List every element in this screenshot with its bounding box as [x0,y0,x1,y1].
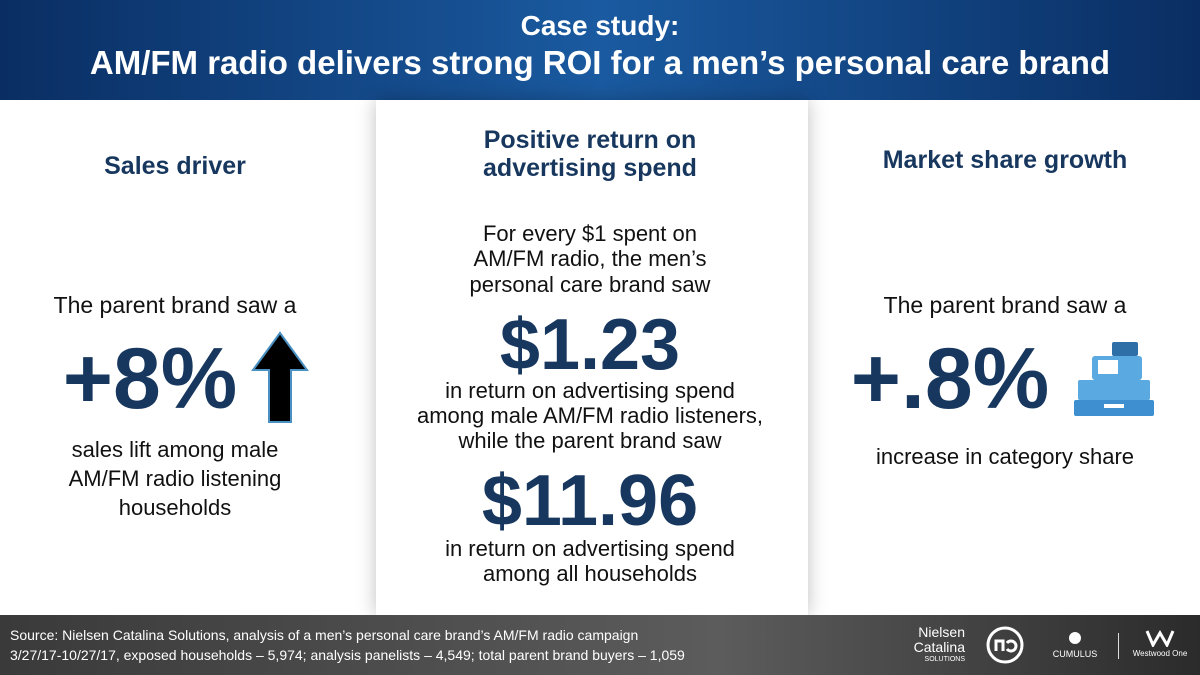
logo-text: SOLUTIONS [924,656,965,663]
westwood-mark [1145,630,1175,647]
heading: Market share growth [882,146,1128,174]
logo-text: Catalina [913,639,965,655]
text-line: among male AM/FM radio listeners, [416,403,764,428]
cumulus-mark [1069,632,1081,644]
middle-panel [376,100,808,615]
stat: +.8% [850,331,1050,427]
caption-line: households [118,495,232,520]
stat: $11.96 [481,461,699,541]
stat: $1.23 [499,305,681,385]
heading: Positive return on [483,126,697,154]
logo-text: CUMULUS [1052,649,1098,659]
footer: Source: Nielsen Catalina Solutions, anal… [0,615,1200,675]
caption-line: sales lift among male [71,437,279,462]
text-line: while the parent brand saw [458,428,722,453]
divider [1118,633,1119,659]
intro: The parent brand saw a [53,292,297,318]
logo-text: Nielsen [918,624,965,640]
nc-logo [986,626,1024,664]
up-arrow-icon [251,331,309,423]
intro-line: AM/FM radio, the men’s [473,246,707,271]
source-line: Source: Nielsen Catalina Solutions, anal… [10,627,639,643]
stat: +8% [62,331,238,427]
header: Case study: AM/FM radio delivers strong … [0,0,1200,100]
text-line: in return on advertising spend [445,536,735,561]
text-line: among all households [482,561,698,586]
intro-line: personal care brand saw [469,272,711,297]
heading: Sales driver [104,152,246,180]
text-line: in return on advertising spend [445,378,735,403]
heading: advertising spend [483,154,697,182]
kicker: Case study: [520,10,680,41]
title: AM/FM radio delivers strong ROI for a me… [89,44,1111,81]
caption-line: increase in category share [875,444,1135,469]
intro-line: For every $1 spent on [482,221,697,246]
caption-line: AM/FM radio listening [68,466,282,491]
logo-text: Westwood One [1132,649,1188,658]
source-line: 3/27/17-10/27/17, exposed households – 5… [10,647,685,663]
cash-register-icon [1074,342,1154,416]
intro: The parent brand saw a [883,292,1127,318]
